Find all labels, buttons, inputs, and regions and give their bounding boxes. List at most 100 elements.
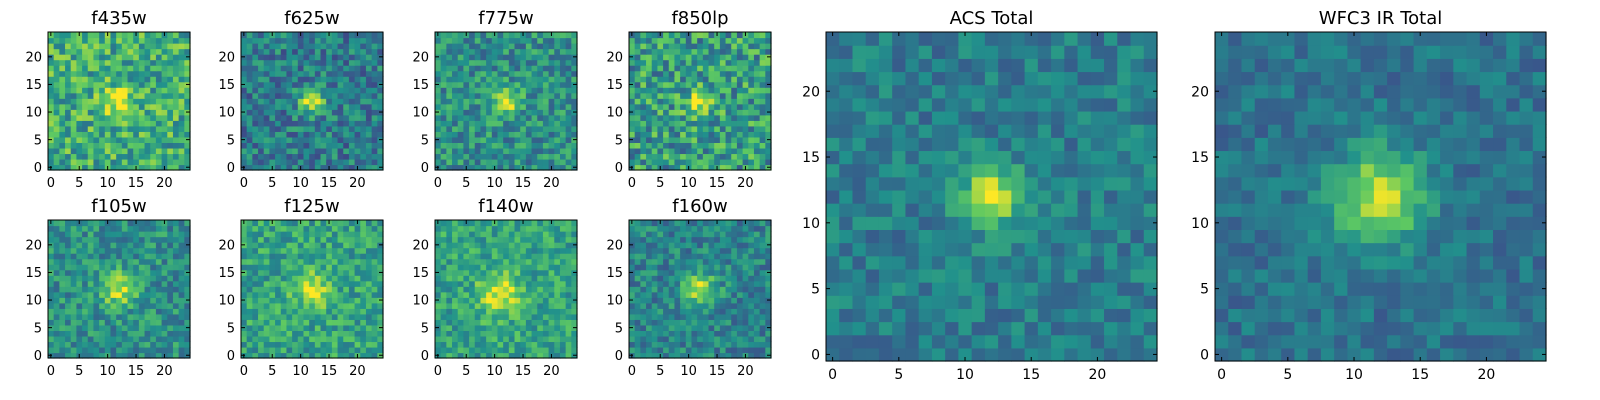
heatmap-cell [548,125,555,132]
heatmap-cell [155,247,163,254]
heatmap-cell [82,324,89,331]
heatmap-cell [731,308,738,315]
heatmap-cell [314,302,322,309]
heatmap-cell [457,242,464,249]
heatmap-cell [474,253,482,260]
heatmap-cell [138,247,146,254]
heatmap-cell [326,120,333,127]
heatmap-cell [150,87,157,94]
heatmap-cell [731,153,738,160]
heatmap-cell [127,76,134,83]
heatmap-cell [48,125,55,132]
heatmap-cell [172,247,180,254]
heatmap-cell [292,231,299,238]
heatmap-cell [480,114,487,121]
heatmap-cell [474,43,482,50]
heatmap-cell [82,43,89,50]
heatmap-cell [343,330,350,337]
heatmap-cell [491,70,499,77]
heatmap-cell [275,131,282,138]
heatmap-cell [440,313,447,320]
heatmap-cell [53,286,60,293]
heatmap-cell [167,275,174,282]
heatmap-cell [314,319,322,326]
heatmap-cell [480,37,487,44]
heatmap-cell [765,76,772,83]
heatmap-cell [76,70,83,77]
heatmap-cell [314,269,322,276]
heatmap-cell [309,231,316,238]
heatmap-cell [314,286,322,293]
heatmap-cell [491,76,499,83]
heatmap-cell [93,120,100,127]
heatmap-cell [150,280,157,287]
heatmap-cell [150,242,157,249]
heatmap-cell [258,131,265,138]
heatmap-cell [571,70,578,77]
heatmap-cell [320,43,327,50]
heatmap-cell [548,43,555,50]
heatmap-cell [343,120,350,127]
heatmap-cell [554,142,561,149]
heatmap-cell [714,142,721,149]
heatmap-cell [765,43,772,50]
heatmap-cell [331,120,339,127]
heatmap-cell [503,242,510,249]
heatmap-cell [286,286,293,293]
heatmap-cell [87,275,95,282]
heatmap-cell [736,98,744,105]
heatmap-cell [719,131,727,138]
heatmap-cell [184,286,191,293]
heatmap-cell [167,164,174,171]
heatmap-cell [292,297,299,304]
heatmap-cell [742,308,749,315]
heatmap-cell [127,164,134,171]
heatmap-cell [736,43,744,50]
heatmap-cell [116,131,123,138]
heatmap-cell [742,103,749,110]
heatmap-cell [753,319,761,326]
heatmap-cell [48,103,55,110]
heatmap-cell [719,103,727,110]
heatmap-cell [736,136,744,143]
heatmap-cell [759,114,766,121]
heatmap-cell [691,147,698,155]
heatmap-cell [320,242,327,249]
heatmap-cell [258,264,265,271]
heatmap-cell [491,236,499,243]
heatmap-cell [542,335,550,343]
heatmap-cell [133,158,140,166]
heatmap-cell [161,48,168,55]
heatmap-cell [651,92,658,99]
heatmap-cell [53,330,60,337]
heatmap-cell [542,109,550,116]
heatmap-cell [525,280,533,287]
heatmap-cell [331,286,339,293]
heatmap-cell [241,147,248,155]
heatmap-cell [748,92,755,99]
heatmap-cell [303,341,310,348]
heatmap-cell [309,242,316,249]
heatmap-cell [258,92,265,99]
heatmap-cell [725,76,732,83]
heatmap-cell [246,125,253,132]
heatmap-cell [127,341,134,348]
heatmap-cell [725,313,732,320]
heatmap-cell [531,114,538,121]
x-tick-label: 15 [128,364,145,379]
heatmap-cell [360,114,367,121]
heatmap-cell [457,37,464,44]
heatmap-cell [280,341,288,348]
heatmap-cell [435,286,442,293]
heatmap-cell [548,81,555,88]
heatmap-cell [99,341,106,348]
heatmap-cell [452,247,459,254]
heatmap-cell [82,352,89,359]
heatmap-cell [708,308,715,315]
heatmap-cell [537,253,544,260]
heatmap-cell [360,247,367,254]
heatmap-cell [263,297,270,304]
heatmap-cell [314,313,322,320]
heatmap-cell [269,258,276,265]
heatmap-cell [121,125,129,132]
